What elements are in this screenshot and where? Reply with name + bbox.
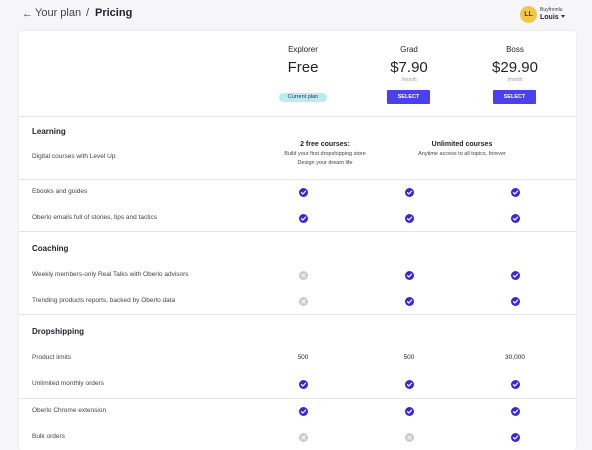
- check-circle-icon: [404, 296, 414, 306]
- breadcrumb-your-plan[interactable]: Your plan: [35, 7, 82, 19]
- x-circle-icon: [298, 432, 308, 442]
- free-courses-line: Build your first dropshipping store: [284, 151, 366, 157]
- feature-label: Digital courses with Level Up: [32, 153, 116, 160]
- select-grad-button[interactable]: SELECT: [387, 90, 430, 104]
- plan-period-boss: /month: [507, 77, 523, 83]
- check-circle-icon: [510, 187, 520, 197]
- divider: [19, 314, 576, 315]
- section-title-coaching: Coaching: [32, 244, 69, 253]
- feature-label: Weekly members-only Real Talks with Ober…: [32, 271, 189, 278]
- check-circle-icon: [510, 406, 520, 416]
- x-circle-icon: [298, 270, 308, 280]
- top-bar: ← Your plan / Pricing LL Buyfromlu Louis: [0, 0, 592, 30]
- check-circle-icon: [298, 379, 308, 389]
- feature-label: Oberlo emails full of stories, tips and …: [32, 214, 157, 221]
- page-title: Pricing: [95, 7, 133, 19]
- x-circle-icon: [404, 432, 414, 442]
- check-circle-icon: [404, 270, 414, 280]
- product-limit-value: 500: [297, 354, 309, 361]
- check-circle-icon: [404, 379, 414, 389]
- product-limit-value: 30,000: [505, 354, 525, 361]
- feature-label: Product limits: [32, 354, 72, 361]
- current-plan-badge: Current plan: [279, 93, 327, 102]
- free-courses-title: 2 free courses:: [300, 141, 350, 148]
- select-boss-button[interactable]: SELECT: [493, 90, 536, 104]
- chevron-down-icon: [561, 15, 565, 18]
- check-circle-icon: [298, 187, 308, 197]
- plan-price-grad: $7.90: [390, 59, 428, 76]
- feature-label: Trending products reports, backed by Obe…: [32, 297, 176, 304]
- section-title-dropshipping: Dropshipping: [32, 327, 84, 336]
- check-circle-icon: [510, 270, 520, 280]
- free-courses-line: Design your dream life: [297, 160, 353, 166]
- unlimited-courses-title: Unlimited courses: [431, 141, 493, 148]
- plan-price-explorer: Free: [287, 59, 319, 76]
- x-circle-icon: [298, 296, 308, 306]
- plan-price-boss: $29.90: [492, 59, 538, 76]
- plan-name-explorer: Explorer: [288, 45, 318, 54]
- divider: [19, 179, 576, 180]
- check-circle-icon: [510, 432, 520, 442]
- check-circle-icon: [298, 213, 308, 223]
- check-circle-icon: [404, 213, 414, 223]
- plan-period-grad: /month: [401, 77, 417, 83]
- pricing-card: Explorer Free Current plan Grad $7.90 /m…: [19, 31, 576, 450]
- feature-label: Oberlo Chrome extension: [32, 407, 107, 414]
- check-circle-icon: [298, 406, 308, 416]
- unlimited-courses-line: Anytime access to all topics, forever: [418, 151, 506, 157]
- check-circle-icon: [404, 406, 414, 416]
- divider: [19, 398, 576, 399]
- store-name: Buyfromlu: [540, 7, 563, 13]
- plan-name-boss: Boss: [506, 45, 524, 54]
- avatar: LL: [520, 6, 537, 23]
- divider: [19, 231, 576, 232]
- check-circle-icon: [510, 296, 520, 306]
- section-title-learning: Learning: [32, 127, 66, 136]
- check-circle-icon: [404, 187, 414, 197]
- product-limit-value: 500: [403, 354, 415, 361]
- divider: [19, 116, 576, 117]
- breadcrumb-separator: /: [86, 7, 90, 19]
- back-arrow-icon[interactable]: ←: [22, 8, 33, 20]
- check-circle-icon: [510, 379, 520, 389]
- user-name: Louis: [540, 14, 559, 21]
- plan-name-grad: Grad: [400, 45, 418, 54]
- feature-label: Ebooks and guides: [32, 188, 88, 195]
- check-circle-icon: [510, 213, 520, 223]
- feature-label: Bulk orders: [32, 433, 65, 440]
- feature-label: Unlimited monthly orders: [32, 380, 104, 387]
